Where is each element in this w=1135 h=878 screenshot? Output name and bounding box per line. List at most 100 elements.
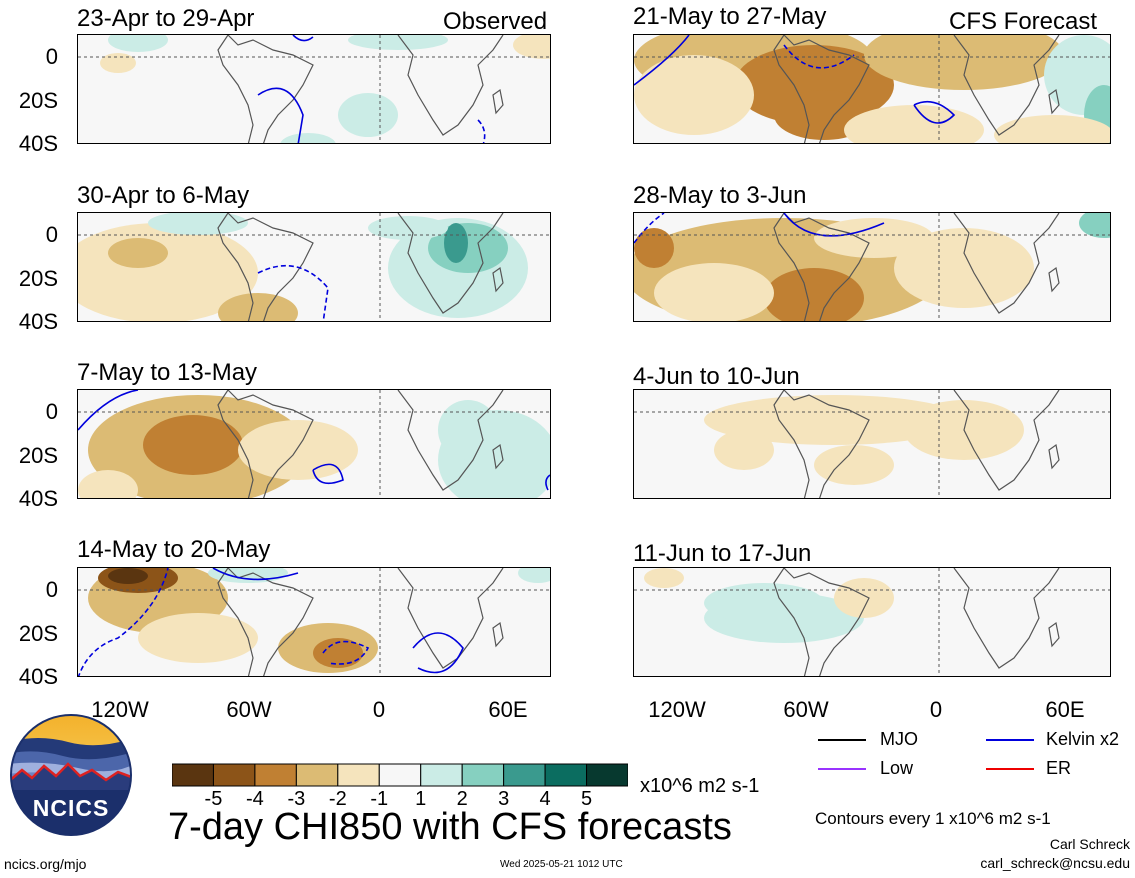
kelvin-contour [78,390,139,431]
colorbar-swatch [461,763,505,787]
kelvin-contour [783,44,855,69]
colorbar-swatch [212,763,256,787]
legend-label-er: ER [1046,758,1072,778]
colorbar-swatch [378,763,422,787]
anomaly-shading [844,105,984,143]
anomaly-shading [654,263,774,321]
coastline [953,568,1060,669]
coastline [397,213,504,314]
map-drawing [634,390,1110,498]
map-panel-observed-1 [77,34,551,144]
main-title: 7-day CHI850 with CFS forecasts [168,806,732,848]
coastline [783,35,870,143]
colorbar-tick-label: 1 [415,788,427,810]
kelvin-contour [322,640,370,665]
anomaly-shading [338,93,398,137]
kelvin-contour [412,632,464,674]
coastline [1048,88,1060,115]
anomaly-shading [518,568,550,583]
anomaly-shading [834,578,894,618]
coastline [773,568,810,676]
anomaly-shading [994,115,1110,143]
coastline [783,390,870,498]
kelvin-contour [257,87,304,143]
coastline [1048,621,1060,648]
coastline [227,213,314,321]
ncics-logo: NCICS [10,714,132,836]
coastline [783,568,870,676]
coastline [217,390,254,498]
colorbar-swatch [586,763,628,787]
coastline [397,35,504,136]
kelvin-contour [292,35,314,42]
map-drawing [78,35,550,143]
map-panel-forecast-3 [633,389,1111,499]
legend-label-mjo: MJO [880,729,918,749]
colorbar-tick-label: -3 [287,788,306,810]
y-tick: 20S [18,266,58,291]
contours-note: Contours every 1 x10^6 m2 s-1 [815,809,1051,828]
colorbar-units: x10^6 m2 s-1 [640,775,760,797]
anomaly-shading [348,35,448,50]
colorbar-swatch [420,763,463,787]
coastline [217,568,254,676]
anomaly-shading [108,35,168,52]
coastline [953,390,1060,491]
map-panel-observed-2 [77,212,551,322]
map-drawing [634,213,1110,321]
coastline [492,266,504,293]
coastline [227,390,314,498]
coastline [773,213,810,321]
map-drawing [78,568,550,676]
y-tick: 20S [18,621,58,646]
colorbar-tick-label: 4 [539,788,551,810]
colorbar-tick-label: -2 [328,788,347,810]
x-tick: 60W [226,697,272,722]
legend-line-er [986,768,1034,770]
anomaly-shading [634,228,674,268]
anomaly-shading [894,228,1034,308]
y-tick: 0 [45,577,58,602]
panel-title-4: 28-May to 3-Jun [633,182,807,209]
colorbar-swatch [172,763,214,787]
kelvin-contour [634,35,690,86]
anomaly-shading [108,238,168,268]
author-email: carl_schreck@ncsu.edu [980,855,1130,871]
coastline [227,35,314,143]
coastline [953,35,1060,136]
anomaly-shading [644,568,684,588]
timestamp: Wed 2025-05-21 1012 UTC [500,859,623,870]
y-tick: 40S [18,664,58,689]
anomaly-shading [108,568,148,584]
anomaly-shading [814,218,934,258]
map-drawing [78,213,550,321]
map-panel-forecast-4 [633,567,1111,677]
coastline [227,568,314,676]
anomaly-shading [864,35,1064,90]
colorbar-tick-label: -4 [246,788,264,810]
kelvin-contour [312,463,344,485]
coastline [492,443,504,470]
legend-label-low: Low [880,758,914,778]
coastline [217,213,254,321]
kelvin-contour [913,100,956,124]
kelvin-contour [78,568,169,676]
y-tick: 20S [18,88,58,113]
colorbar-tick-label: -1 [370,788,389,810]
coastline [773,35,810,143]
map-panel-forecast-2 [633,212,1111,322]
kelvin-contour [545,474,550,491]
colorbar-tick-label: 3 [498,788,510,810]
kelvin-contour [212,568,299,581]
anomaly-shading [444,223,468,263]
anomaly-shading [764,268,864,321]
colorbar-tick-label: -5 [204,788,223,810]
colorbar-swatch [544,763,588,787]
y-tick: 40S [18,486,58,511]
coastline [953,213,1060,314]
map-panel-observed-4 [77,567,551,677]
anomaly-shading [704,395,964,445]
site-url: ncics.org/mjo [4,856,87,872]
legend-line-kelvin [986,739,1034,741]
colorbar [172,763,628,787]
